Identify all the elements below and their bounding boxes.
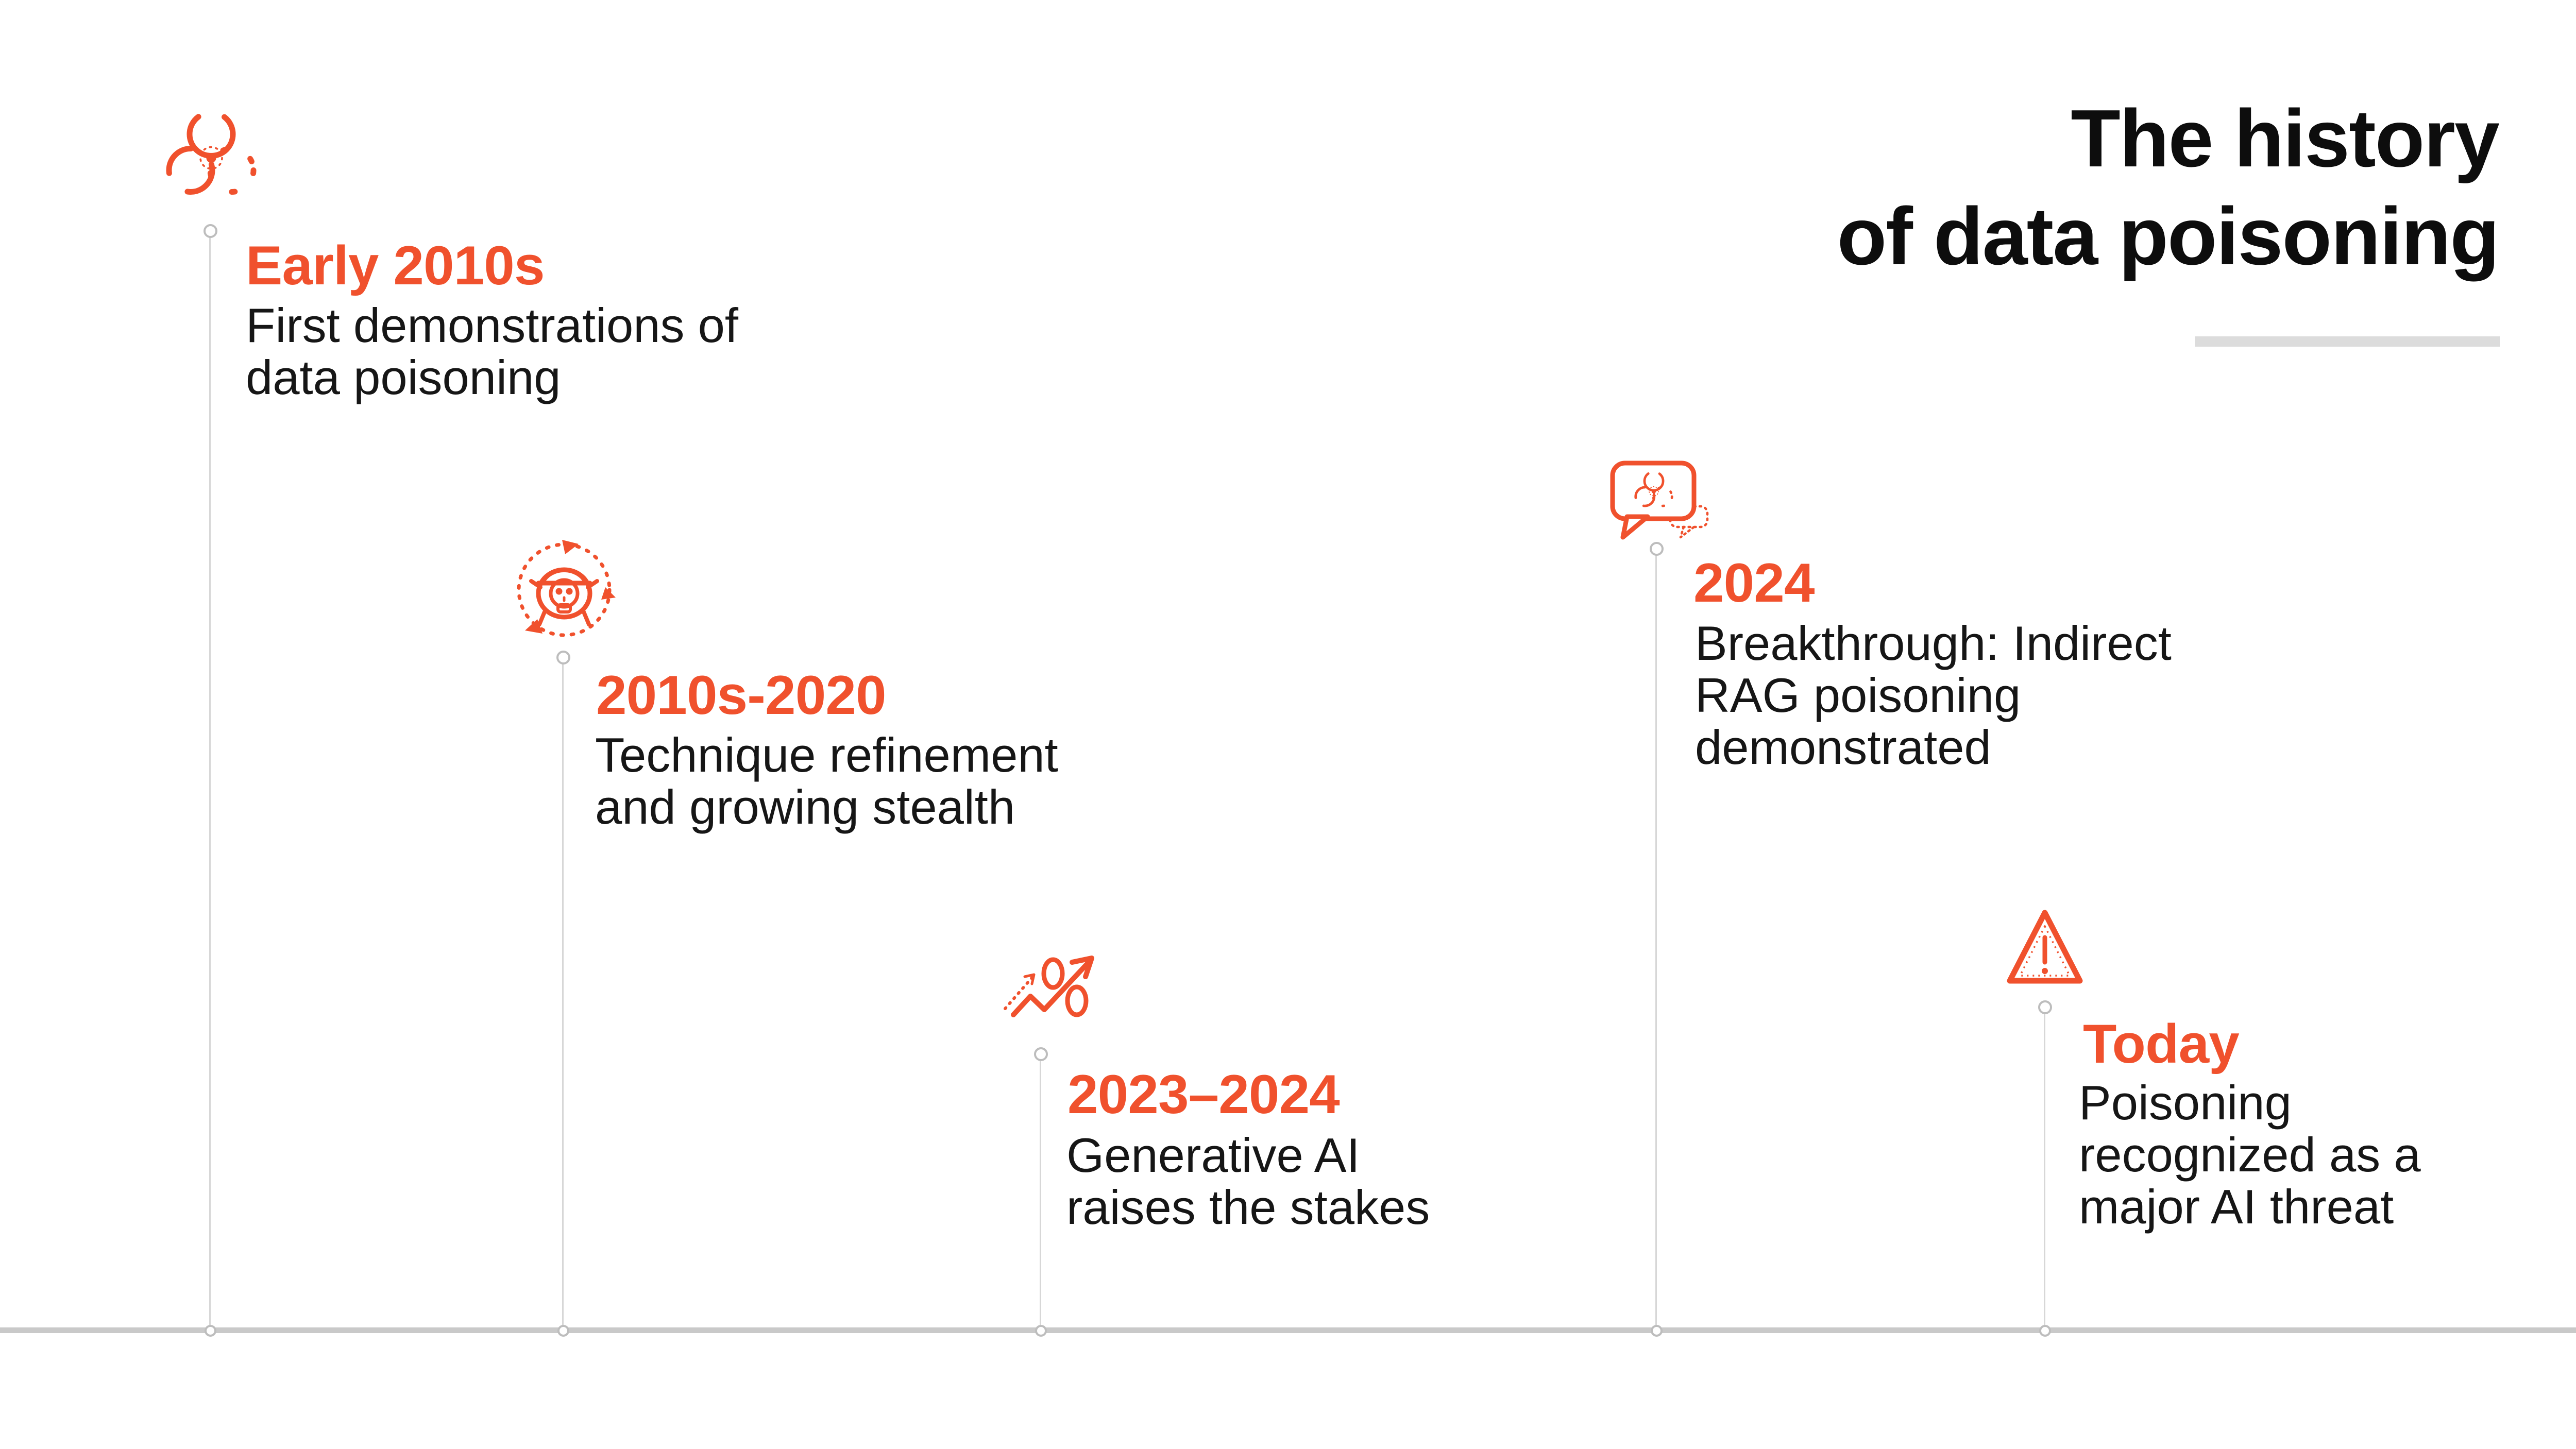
title-underline: [2195, 336, 2500, 347]
timeline-stem: [1655, 549, 1657, 1331]
speech-bubble-biohazard-icon: [1610, 461, 1709, 540]
timeline-stem: [562, 657, 564, 1331]
timeline-node-bottom: [1035, 1325, 1047, 1337]
timeline-node-top: [1650, 542, 1664, 556]
milestone-description: Breakthrough: Indirect RAG poisoning dem…: [1695, 616, 2172, 774]
timeline-node-top: [556, 651, 570, 664]
period-label: 2010s-2020: [596, 664, 887, 726]
rising-percent-icon: [1004, 956, 1094, 1017]
timeline-node-top: [1034, 1047, 1048, 1061]
timeline-node-top: [204, 224, 217, 238]
warning-triangle-icon: [2007, 910, 2083, 984]
timeline-node-bottom: [2039, 1325, 2051, 1337]
period-label: 2024: [1693, 552, 1815, 613]
timeline-stem: [1040, 1054, 1041, 1331]
milestone-description: Generative AI raises the stakes: [1066, 1128, 1430, 1234]
page-title-line2: of data poisoning: [1837, 191, 2500, 282]
page-title-line1: The history: [2071, 93, 2500, 184]
timeline-node-bottom: [1651, 1325, 1663, 1337]
timeline-node-bottom: [205, 1325, 216, 1337]
milestone-description: Technique refinement and growing stealth: [595, 728, 1058, 834]
milestone-description: Poisoning recognized as a major AI threa…: [2079, 1076, 2421, 1234]
timeline-stem: [209, 231, 211, 1331]
page-title: The history of data poisoning: [1837, 90, 2500, 285]
period-label: Early 2010s: [246, 234, 545, 296]
timeline-node-top: [2038, 1000, 2052, 1014]
malware-skull-cycle-icon: [517, 540, 616, 637]
timeline-stem: [2044, 1007, 2045, 1331]
timeline-baseline: [0, 1327, 2576, 1333]
biohazard-icon: [160, 103, 263, 209]
period-label: Today: [2083, 1013, 2240, 1075]
timeline-node-bottom: [557, 1325, 569, 1337]
period-label: 2023–2024: [1067, 1063, 1340, 1125]
milestone-description: First demonstrations of data poisoning: [246, 298, 739, 404]
